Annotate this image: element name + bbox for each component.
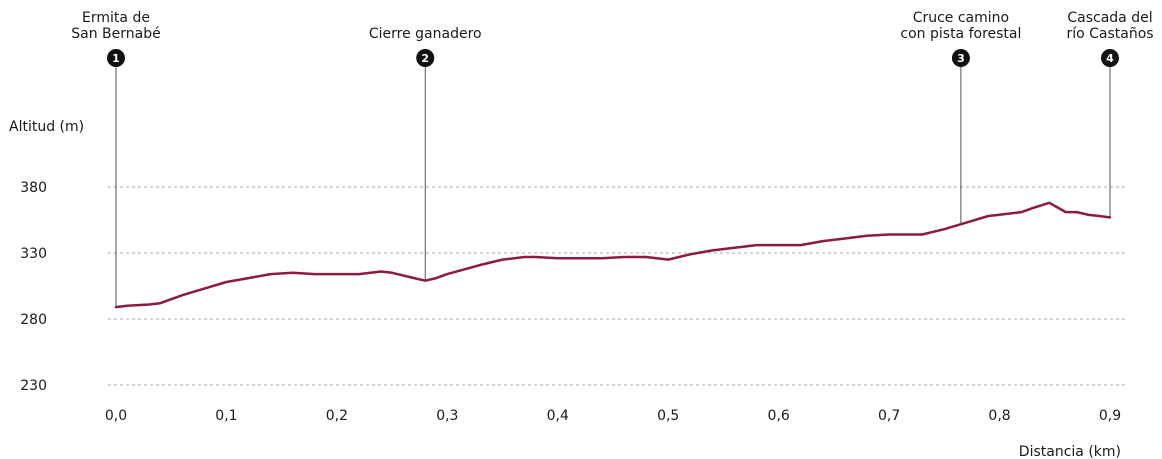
elevation-profile-line (114, 201, 1112, 309)
waypoint-4-label: río Castaños (1066, 26, 1153, 42)
x-tick-label: 0,9 (1099, 408, 1121, 424)
waypoint-2-number: 2 (421, 52, 429, 65)
x-tick-label: 0,3 (436, 408, 458, 424)
waypoint-2-marker (416, 49, 435, 67)
waypoint-3-number: 3 (957, 52, 965, 65)
x-tick-label: 0,6 (768, 408, 790, 424)
x-tick-label: 0,1 (215, 408, 237, 424)
x-tick-labels: 0,0 0,1 0,2 0,3 0,4 0,5 0,6 0,7 0,8 0,9 (105, 408, 1121, 424)
waypoint-3-label: con pista forestal (900, 26, 1021, 42)
waypoint-4-number: 4 (1106, 52, 1114, 65)
y-tick-label: 230 (20, 378, 47, 394)
waypoints (115, 58, 1111, 308)
y-tick-labels: 380 330 280 230 (20, 180, 47, 394)
waypoint-3-marker (951, 49, 970, 67)
y-tick-label: 280 (20, 312, 47, 328)
grid-lines (108, 186, 1126, 386)
waypoint-4-marker (1101, 49, 1119, 67)
waypoint-2-label: Cierre ganadero (369, 26, 482, 42)
x-tick-label: 0,2 (326, 408, 348, 424)
waypoint-1-marker (107, 49, 125, 67)
waypoint-1-number: 1 (112, 52, 120, 65)
x-tick-label: 0,8 (988, 408, 1010, 424)
x-tick-label: 0,4 (547, 408, 569, 424)
x-axis-title: Distancia (km) (1019, 444, 1121, 459)
x-tick-label: 0,7 (878, 408, 900, 424)
waypoint-1-label: San Bernabé (71, 26, 160, 42)
waypoint-3-label: Cruce camino (913, 10, 1009, 26)
y-tick-label: 330 (20, 246, 47, 262)
y-tick-label: 380 (20, 180, 47, 196)
x-tick-label: 0,0 (105, 408, 127, 424)
waypoint-1-label: Ermita de (82, 10, 150, 26)
waypoint-4-label: Cascada del (1067, 10, 1152, 26)
y-axis-title: Altitud (m) (9, 119, 84, 135)
x-tick-label: 0,5 (657, 408, 679, 424)
